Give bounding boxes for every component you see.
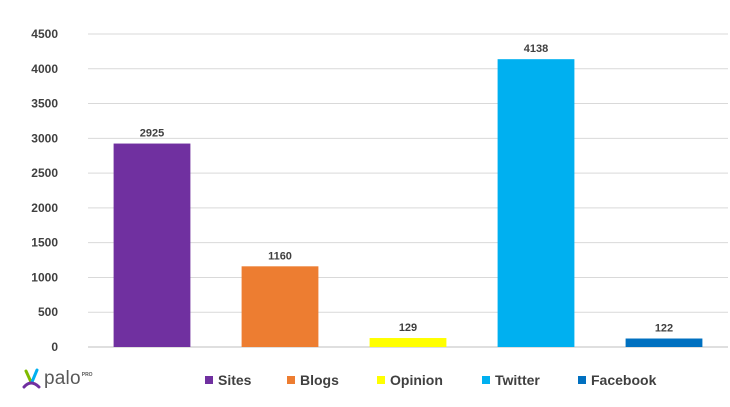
legend-label: Blogs	[300, 372, 339, 388]
legend-item-blogs: Blogs	[287, 372, 339, 388]
legend-swatch	[205, 376, 213, 384]
logo-text: palo	[44, 368, 81, 389]
legend-label: Facebook	[591, 372, 657, 388]
legend: Sites Blogs Opinion Twitter Facebook	[0, 368, 730, 392]
legend-item-facebook: Facebook	[578, 372, 656, 388]
bar-blogs	[241, 266, 319, 347]
y-tick-label: 1000	[31, 270, 58, 284]
legend-label: Twitter	[495, 372, 540, 388]
gridlines	[88, 33, 728, 348]
y-tick-label: 500	[38, 305, 58, 319]
legend-label: Opinion	[390, 372, 443, 388]
legend-label: Sites	[218, 372, 252, 388]
bars	[113, 59, 703, 348]
bar-chart: 0 500 1000 1500 2000 2500 3000 3500 4000 4500 292…	[31, 27, 728, 354]
bar-sites	[113, 143, 191, 347]
logo-superscript: PRO	[81, 372, 93, 378]
y-tick-label: 1500	[31, 236, 58, 250]
data-label-sites: 2925	[140, 128, 164, 140]
legend-swatch	[578, 376, 586, 384]
bar-facebook	[625, 338, 703, 347]
bar-opinion	[369, 338, 447, 347]
data-labels: 2925 1160 129 4138 122	[140, 43, 673, 334]
data-label-blogs: 1160	[268, 250, 292, 262]
legend-swatch	[287, 376, 295, 384]
y-tick-label: 2500	[31, 166, 58, 180]
data-label-opinion: 129	[399, 322, 417, 334]
legend-swatch	[377, 376, 385, 384]
legend-item-twitter: Twitter	[482, 372, 540, 388]
data-label-facebook: 122	[655, 323, 673, 335]
legend-item-opinion: Opinion	[377, 372, 443, 388]
bar-twitter	[497, 59, 575, 348]
y-tick-label: 2000	[31, 201, 58, 215]
y-tick-label: 4500	[31, 27, 58, 41]
y-tick-label: 0	[51, 340, 58, 354]
legend-item-sites: Sites	[205, 372, 251, 388]
palo-leaf-icon	[22, 368, 41, 389]
palo-logo: palo PRO	[22, 366, 93, 392]
y-tick-label: 4000	[31, 62, 58, 76]
legend-swatch	[482, 376, 490, 384]
y-tick-label: 3500	[31, 97, 58, 111]
y-axis-tick-labels: 0 500 1000 1500 2000 2500 3000 3500 4000 4500	[31, 27, 58, 354]
y-tick-label: 3000	[31, 131, 58, 145]
data-label-twitter: 4138	[524, 43, 548, 55]
